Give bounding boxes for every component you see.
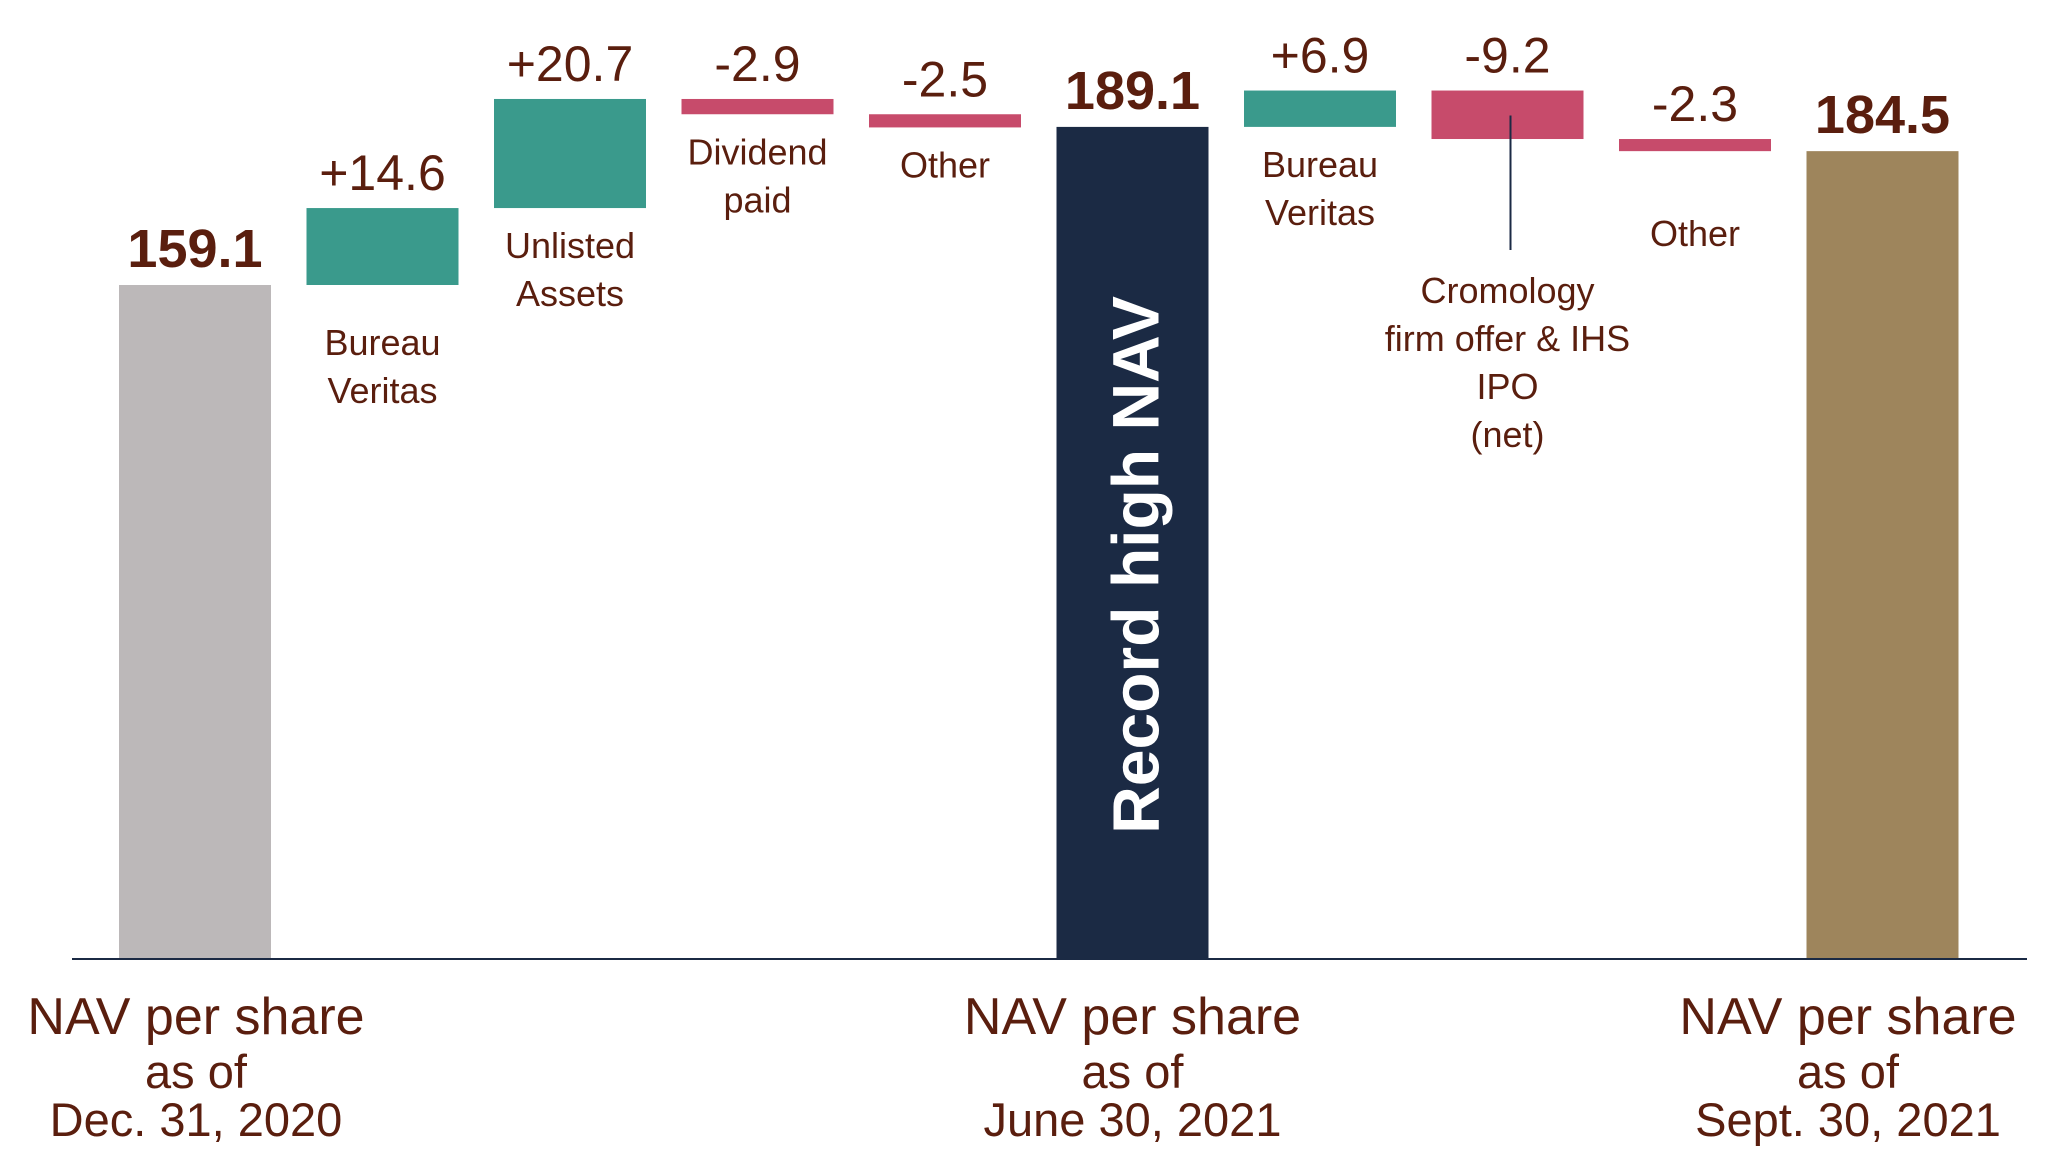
value-label: -2.5 bbox=[902, 51, 988, 107]
x-axis-label-line: as of bbox=[145, 1045, 248, 1098]
category-label-line: (net) bbox=[1470, 414, 1544, 455]
x-axis-label-line: as of bbox=[1082, 1045, 1185, 1098]
x-axis-label-line: NAV per share bbox=[1679, 988, 2016, 1046]
value-label: +14.6 bbox=[319, 145, 446, 201]
decrease-bar bbox=[681, 98, 834, 115]
increase-bar bbox=[1244, 90, 1396, 127]
decrease-bar bbox=[1619, 139, 1771, 152]
category-label-line: Other bbox=[1650, 213, 1740, 254]
labels-group: 159.1 +14.6 Bureau Veritas +20.7 Unlisted Asse… bbox=[127, 28, 1950, 455]
total-bar bbox=[1806, 151, 1959, 960]
x-axis-label-line: NAV per share bbox=[964, 988, 1301, 1046]
value-label: -2.9 bbox=[714, 36, 800, 92]
category-label-line: firm offer & IHS bbox=[1385, 318, 1630, 359]
x-axis-label-line: as of bbox=[1797, 1045, 1900, 1098]
category-label: Unlisted Assets bbox=[505, 225, 635, 314]
category-label-line: IPO bbox=[1476, 366, 1538, 407]
category-label: Other bbox=[1650, 213, 1740, 254]
category-label: Cromology firm offer & IHS IPO (net) bbox=[1385, 270, 1630, 455]
value-label: +20.7 bbox=[507, 36, 634, 92]
value-label: -2.3 bbox=[1652, 76, 1738, 132]
category-label-line: paid bbox=[723, 179, 791, 220]
decrease-bar bbox=[869, 114, 1021, 128]
category-label-line: Bureau bbox=[1262, 144, 1378, 185]
category-label-line: Other bbox=[900, 144, 990, 185]
x-axis-label-line: Dec. 31, 2020 bbox=[50, 1093, 343, 1146]
increase-bar bbox=[494, 98, 646, 209]
value-label: 189.1 bbox=[1065, 61, 1200, 121]
value-label: 184.5 bbox=[1815, 85, 1950, 145]
category-label-line: Unlisted bbox=[505, 225, 635, 266]
category-label: Bureau Veritas bbox=[1262, 144, 1378, 233]
increase-bar bbox=[306, 208, 459, 285]
category-label: Bureau Veritas bbox=[324, 322, 440, 411]
record-high-annotation: Record high NAV bbox=[1099, 296, 1173, 834]
category-label-line: Veritas bbox=[1265, 192, 1375, 233]
category-label: Dividend paid bbox=[687, 131, 827, 220]
x-axis-label-line: NAV per share bbox=[27, 988, 364, 1046]
total-bar bbox=[1056, 126, 1209, 959]
category-label-line: Dividend bbox=[687, 131, 827, 172]
category-label-line: Cromology bbox=[1420, 270, 1594, 311]
category-label-line: Veritas bbox=[327, 370, 437, 411]
x-axis-label-line: Sept. 30, 2021 bbox=[1695, 1093, 2001, 1146]
category-label: Other bbox=[900, 144, 990, 185]
decrease-bar bbox=[1431, 90, 1584, 140]
bars-group bbox=[119, 90, 1959, 960]
value-label: -9.2 bbox=[1464, 28, 1550, 84]
value-label: +6.9 bbox=[1271, 28, 1370, 84]
category-label-line: Assets bbox=[516, 273, 624, 314]
category-label-line: Bureau bbox=[324, 322, 440, 363]
x-axis-label-line: June 30, 2021 bbox=[984, 1093, 1282, 1146]
total-bar bbox=[119, 285, 271, 959]
value-label: 159.1 bbox=[127, 219, 262, 279]
